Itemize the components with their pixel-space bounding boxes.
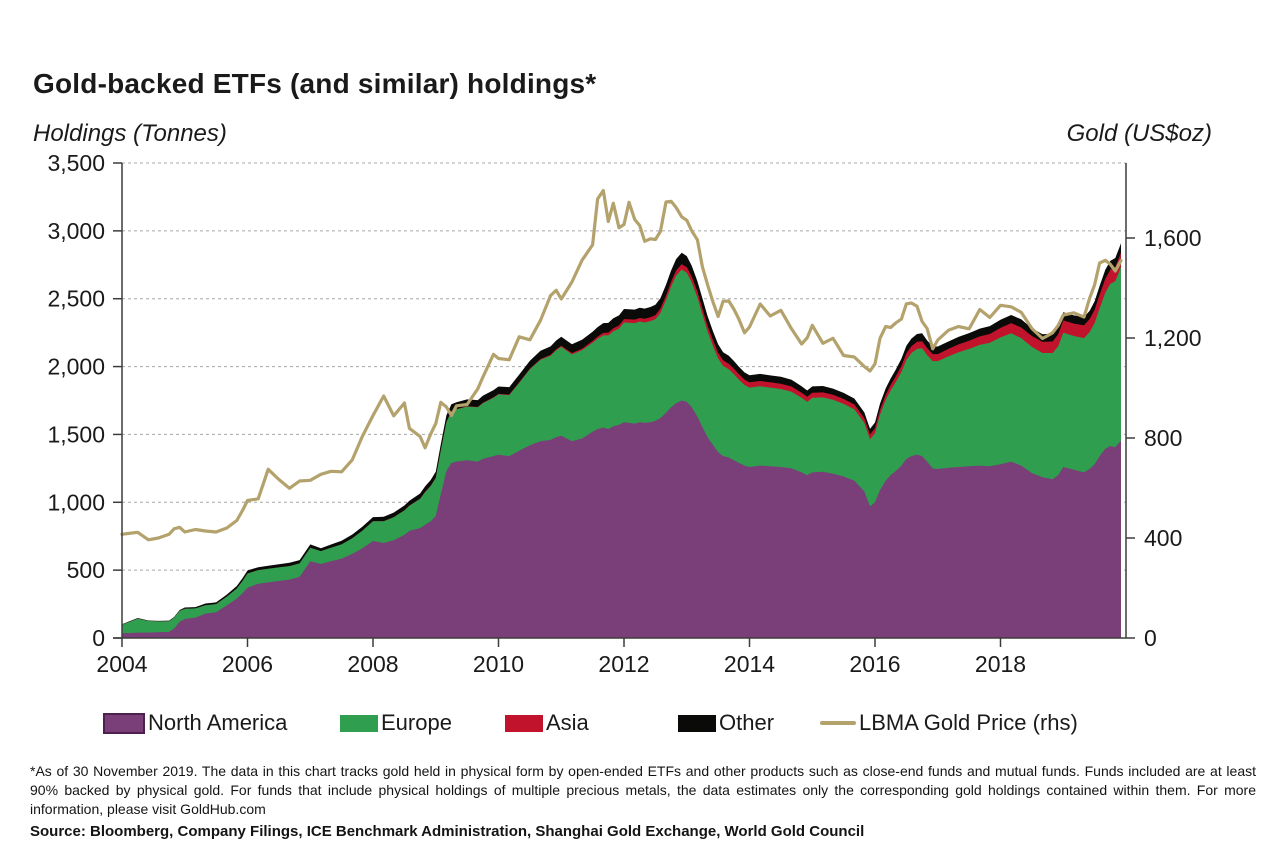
page-title: Gold-backed ETFs (and similar) holdings* (33, 68, 597, 99)
other-swatch-icon (678, 714, 716, 732)
stacked-area-chart: 3,500 3,000 2,500 2,000 1,500 1,000 500 0 1,600 1… (47, 150, 1202, 677)
right-tick-label: 400 (1144, 525, 1182, 551)
asia-swatch-icon (505, 714, 543, 732)
legend-label-asia: Asia (546, 710, 589, 735)
left-axis-unit-label: Holdings (Tonnes) (33, 120, 227, 147)
x-tick-label: 2006 (222, 651, 273, 677)
right-tick-label: 1,200 (1144, 325, 1202, 351)
legend-label-other: Other (719, 710, 775, 735)
x-tick-label: 2014 (724, 651, 775, 677)
legend-item-north-america: North America (103, 704, 287, 742)
source-text: Source: Bloomberg, Company Filings, ICE … (30, 823, 865, 840)
left-tick-label: 2,500 (47, 286, 105, 312)
x-tick-label: 2018 (975, 651, 1026, 677)
legend-label-lbma-gold-price: LBMA Gold Price (rhs) (859, 710, 1078, 735)
x-tick-label: 2016 (849, 651, 900, 677)
x-tick-label: 2012 (598, 651, 649, 677)
legend-item-europe: Europe (340, 704, 452, 742)
left-tick-label: 3,500 (47, 150, 105, 176)
left-tick-label: 0 (92, 625, 105, 651)
europe-swatch-icon (340, 714, 378, 732)
left-tick-label: 2,000 (47, 354, 105, 380)
x-tick-label: 2008 (347, 651, 398, 677)
north-america-swatch-icon (103, 712, 145, 734)
left-tick-label: 1,500 (47, 421, 105, 447)
legend-item-lbma-gold-price: LBMA Gold Price (rhs) (820, 704, 1078, 742)
right-axis-unit-label: Gold (US$oz) (1066, 120, 1212, 147)
right-tick-label: 0 (1144, 625, 1157, 651)
left-tick-label: 1,000 (47, 489, 105, 515)
x-tick-label: 2004 (96, 651, 147, 677)
lbma-gold-price-line-swatch-icon (820, 721, 856, 725)
right-tick-label: 800 (1144, 425, 1182, 451)
legend-label-north-america: North America (148, 710, 288, 735)
legend: North America Europe Asia Other LBMA Gol… (0, 704, 1278, 742)
legend-item-asia: Asia (505, 704, 589, 742)
legend-label-europe: Europe (381, 710, 452, 735)
left-tick-label: 3,000 (47, 218, 105, 244)
area-north-america (122, 400, 1121, 638)
footnote-text: *As of 30 November 2019. The data in thi… (30, 763, 1256, 817)
x-tick-label: 2010 (473, 651, 524, 677)
right-tick-label: 1,600 (1144, 225, 1202, 251)
left-tick-label: 500 (67, 557, 105, 583)
lbma-gold-price-line (120, 188, 1123, 542)
legend-item-other: Other (678, 704, 774, 742)
